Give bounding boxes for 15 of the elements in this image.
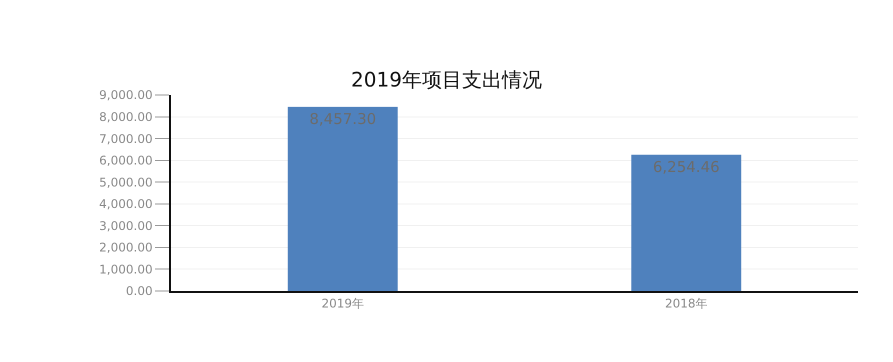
y-tick-label: 8,000.00 <box>99 110 153 124</box>
y-tick-label: 1,000.00 <box>99 262 153 276</box>
y-tick-label: 6,000.00 <box>99 154 153 168</box>
y-tick-label: 4,000.00 <box>99 197 153 212</box>
chart-title: 2019年项目支出情况 <box>351 68 542 92</box>
y-tick-label: 0.00 <box>126 284 153 298</box>
y-tick-label: 2,000.00 <box>99 240 153 255</box>
data-label: 8,457.30 <box>309 110 376 128</box>
x-tick-label: 2018年 <box>664 296 708 310</box>
y-tick-label: 9,000.00 <box>99 88 153 102</box>
y-tick-label: 3,000.00 <box>99 218 153 233</box>
data-label: 6,254.46 <box>652 158 720 176</box>
y-tick-label: 7,000.00 <box>99 132 153 146</box>
x-tick-label: 2019年 <box>321 296 364 310</box>
y-tick-label: 5,000.00 <box>99 175 153 190</box>
